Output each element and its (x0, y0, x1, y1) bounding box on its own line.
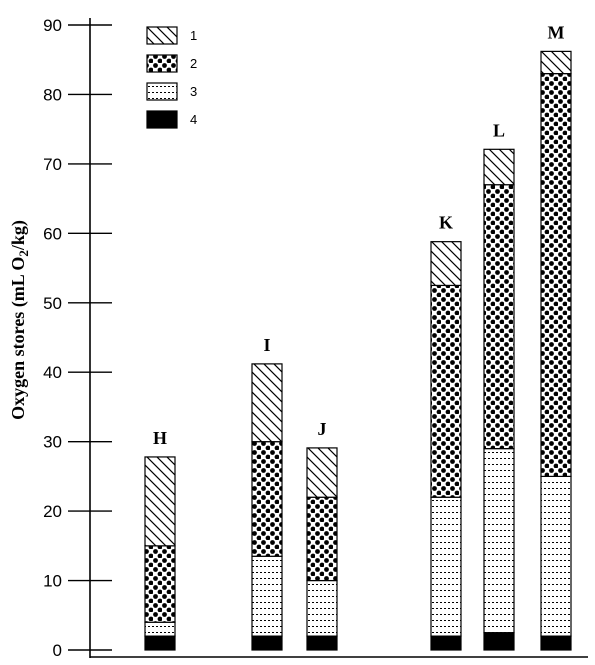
bar-segment-L-1 (483, 148, 515, 186)
y-axis-label-prefix: Oxygen stores (mL O (8, 257, 29, 420)
legend-item-1: 1 (146, 26, 197, 45)
bar-I: I (251, 335, 283, 651)
bar-K: K (430, 213, 462, 651)
legend-label: 2 (190, 56, 197, 71)
bar-segment-J-4 (306, 635, 338, 651)
bar-segment-H-2 (144, 545, 176, 623)
y-axis-label-suffix: /kg) (8, 220, 29, 251)
y-axis-label-subscript: 2 (16, 250, 31, 257)
legend-swatch (146, 54, 178, 73)
bar-segment-H-1 (144, 456, 176, 547)
y-tick-label: 50 (43, 294, 62, 313)
legend-swatch (146, 82, 178, 101)
y-axis: 0 10 20 30 40 50 60 70 80 90 (43, 16, 588, 660)
bar-H: H (144, 428, 176, 651)
bar-J: J (306, 419, 338, 651)
bar-label: L (493, 120, 505, 140)
legend-item-4: 4 (146, 110, 197, 129)
bar-segment-M-2 (540, 73, 572, 477)
y-tick-label: 20 (43, 502, 62, 521)
bar-segment-M-4 (540, 635, 572, 651)
y-tick-label: 10 (43, 572, 62, 591)
bar-segment-I-2 (251, 441, 283, 557)
y-tick-label: 90 (43, 16, 62, 35)
legend-swatch (146, 26, 178, 45)
y-axis-label: Oxygen stores (mL O2/kg) (8, 220, 31, 420)
y-tick-label: 80 (43, 85, 62, 104)
y-tick-label: 0 (53, 641, 62, 660)
legend-swatch (146, 110, 178, 129)
legend-label: 3 (190, 84, 197, 99)
bar-segment-K-2 (430, 284, 462, 498)
legend-item-2: 2 (146, 54, 197, 73)
bar-segment-I-4 (251, 635, 283, 651)
bar-segment-J-2 (306, 496, 338, 582)
bar-segment-K-1 (430, 241, 462, 287)
y-tick-label: 40 (43, 363, 62, 382)
y-tick-label: 60 (43, 224, 62, 243)
bar-segment-L-4 (483, 632, 515, 651)
bar-segment-I-1 (251, 363, 283, 443)
bar-segment-L-2 (483, 184, 515, 450)
legend: 1 2 3 4 (146, 26, 197, 129)
legend-item-3: 3 (146, 82, 197, 101)
bar-M: M (540, 22, 572, 651)
bar-segment-J-1 (306, 447, 338, 498)
bar-label: M (548, 22, 565, 42)
legend-label: 4 (190, 112, 197, 127)
bar-segment-L-3 (483, 448, 515, 634)
bar-label: J (318, 419, 327, 439)
bar-L: L (483, 120, 515, 651)
y-tick-label: 70 (43, 155, 62, 174)
bar-label: H (153, 428, 167, 448)
bar-segment-M-1 (540, 50, 572, 75)
bar-segment-H-3 (144, 621, 176, 637)
bar-segment-K-4 (430, 635, 462, 651)
bar-label: I (263, 335, 270, 355)
bars: H I J K L M (144, 22, 572, 651)
bar-segment-K-3 (430, 496, 462, 637)
bar-segment-M-3 (540, 475, 572, 637)
y-tick-label: 30 (43, 433, 62, 452)
bar-segment-J-3 (306, 579, 338, 637)
legend-label: 1 (190, 28, 197, 43)
bar-label: K (439, 213, 453, 233)
bar-segment-H-4 (144, 635, 176, 651)
bar-segment-I-3 (251, 555, 283, 637)
